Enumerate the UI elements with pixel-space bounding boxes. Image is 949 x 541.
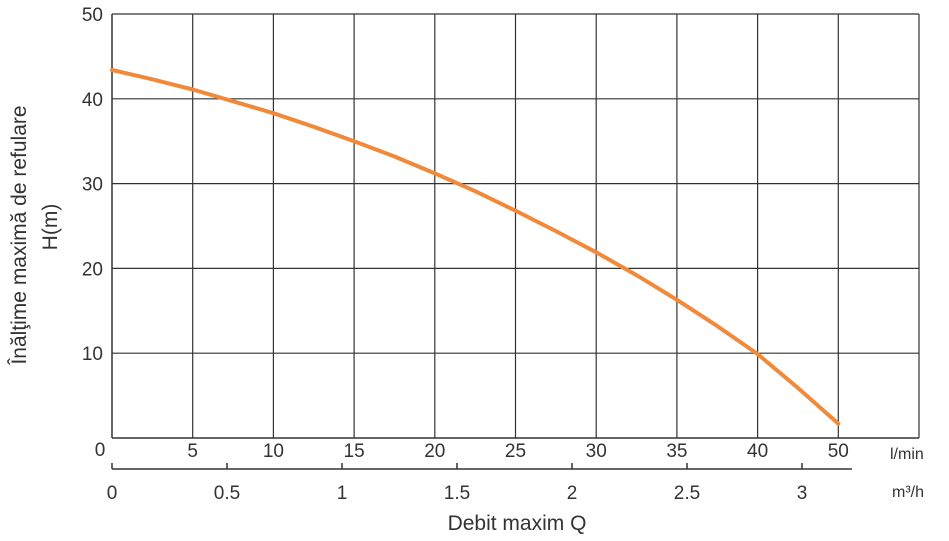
x-top-tick-label: 20 — [424, 441, 445, 462]
y-axis-title-line2: H(m) — [39, 204, 62, 251]
x-top-unit-label: l/min — [890, 446, 924, 463]
y-tick-label: 40 — [82, 90, 103, 111]
y-tick-label: 20 — [82, 259, 103, 280]
y-tick-labels: 0 10 20 30 40 50 — [82, 5, 105, 461]
x-top-tick-label: 30 — [586, 441, 607, 462]
x-bottom-tick-label: 3 — [797, 483, 808, 504]
x-axis-title: Debit maxim Q — [448, 512, 587, 535]
y-tick-label: 30 — [82, 175, 103, 196]
y-tick-label: 50 — [82, 5, 103, 26]
x-bottom-unit-label: m³/h — [892, 484, 924, 501]
x-top-tick-label: 15 — [344, 441, 365, 462]
x-bottom-tick-label: 2.5 — [674, 483, 700, 504]
x-bottom-axis: 0 0.5 1 1.5 2 2.5 3 — [107, 463, 852, 504]
x-bottom-tick-label: 1.5 — [444, 483, 470, 504]
y-axis-title-line1: Înălţime maximă de refulare — [8, 105, 31, 365]
x-top-tick-label: 10 — [263, 441, 284, 462]
x-top-tick-label: 5 — [187, 441, 198, 462]
x-top-tick-label: 35 — [666, 441, 687, 462]
x-top-tick-label: 25 — [505, 441, 526, 462]
x-bottom-tick-label: 1 — [337, 483, 348, 504]
x-bottom-tick-label: 2 — [567, 483, 578, 504]
x-bottom-tick-label: 0 — [107, 483, 118, 504]
curve-layer — [110, 68, 841, 426]
x-bottom-tick-label: 0.5 — [214, 483, 240, 504]
y-tick-label: 0 — [95, 440, 106, 461]
x-top-tick-label: 40 — [747, 441, 768, 462]
x-top-tick-label: 50 — [828, 441, 849, 462]
curve-line — [110, 68, 841, 426]
x-top-tick-labels: 5 10 15 20 25 30 35 40 50 — [187, 441, 848, 462]
grid — [111, 13, 920, 439]
y-tick-label: 10 — [82, 344, 103, 365]
